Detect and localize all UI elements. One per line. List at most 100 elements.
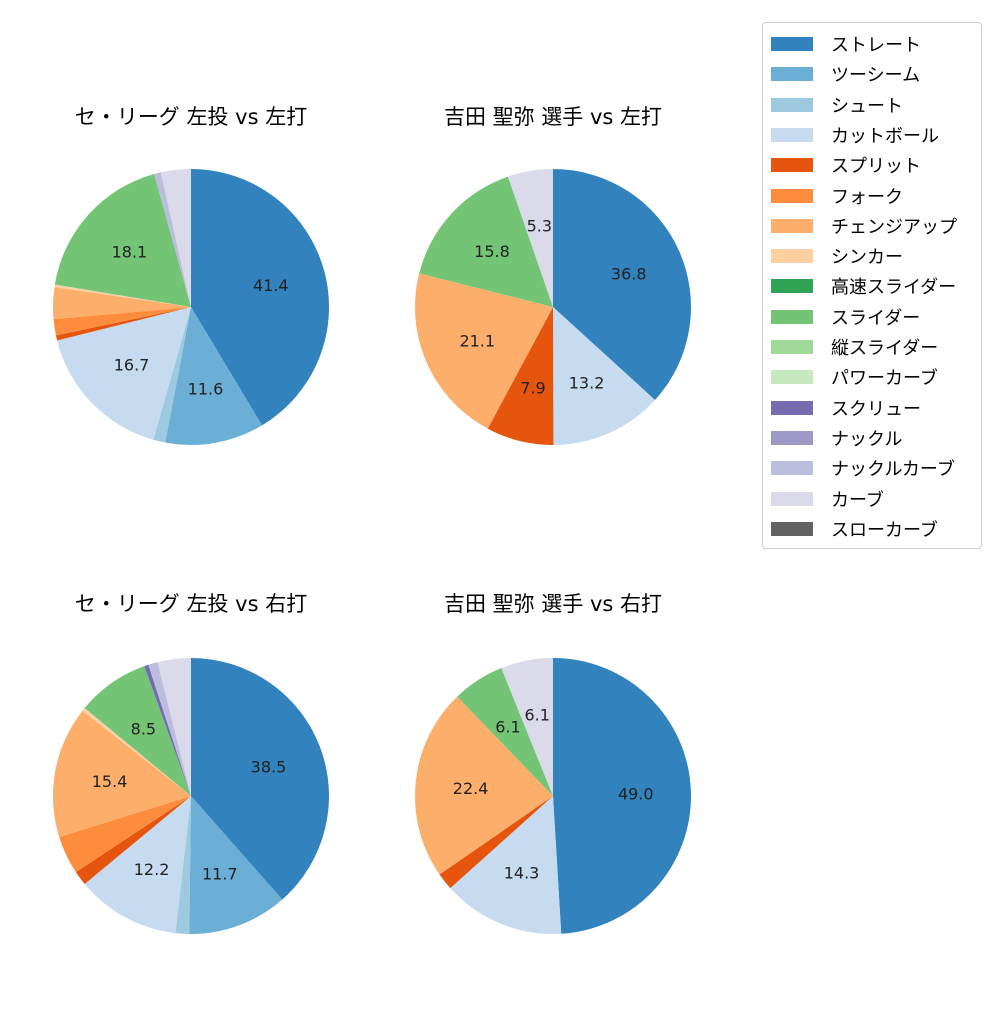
chart-title: 吉田 聖弥 選手 vs 左打 — [443, 105, 663, 129]
legend-item: チェンジアップ — [771, 214, 957, 238]
slice-label: 22.4 — [453, 779, 489, 798]
pie-slice — [153, 307, 191, 443]
legend-item: シンカー — [771, 244, 903, 268]
slice-label: 49.0 — [618, 785, 654, 804]
legend-label: チェンジアップ — [831, 216, 957, 238]
legend-swatch — [771, 521, 813, 536]
pie-slice — [84, 796, 191, 934]
slice-label: 21.1 — [459, 331, 495, 350]
legend-label: パワーカーブ — [831, 368, 938, 390]
legend: ストレートツーシームシュートカットボール スプリットフォークチェンジアップ シンカー… — [762, 22, 982, 549]
pie-slice — [165, 307, 262, 445]
pie-chart-league-lhp-vs-lhb: セ・リーグ 左投 vs 左打 41.4 11.6 16.7 18.1 — [11, 102, 371, 522]
legend-swatch — [771, 309, 813, 324]
chart-title: 吉田 聖弥 選手 vs 右打 — [443, 592, 663, 616]
legend-label: シンカー — [831, 247, 903, 269]
legend-item: ナックル — [771, 426, 902, 450]
pie-slice — [53, 710, 191, 837]
legend-item: シュート — [771, 93, 903, 117]
chart-title: セ・リーグ 左投 vs 左打 — [74, 105, 308, 129]
pie-slice — [553, 658, 692, 934]
pie-slice — [154, 172, 191, 307]
legend-item: 縦スライダー — [771, 335, 938, 359]
slice-label: 36.8 — [611, 265, 647, 284]
slice-label: 15.4 — [92, 772, 128, 791]
legend-swatch — [771, 37, 813, 51]
legend-label: スプリット — [831, 156, 921, 178]
legend-item: スローカーブ — [771, 517, 938, 541]
legend-swatch — [771, 400, 813, 415]
slice-label: 6.1 — [495, 718, 520, 737]
legend-item: カットボール — [771, 123, 939, 147]
legend-swatch — [771, 279, 813, 294]
slice-label: 16.7 — [114, 356, 150, 375]
legend-label: シュート — [831, 95, 903, 117]
legend-label: ナックルカーブ — [831, 459, 955, 481]
legend-item: フォーク — [771, 184, 903, 208]
pie-slice — [53, 287, 192, 320]
legend-label: 縦スライダー — [831, 338, 939, 359]
legend-item: パワーカーブ — [771, 365, 938, 389]
pie-slice — [507, 169, 553, 307]
legend-item: スライダー — [771, 305, 920, 329]
legend-label: ナックル — [831, 428, 903, 450]
slice-label: 38.5 — [251, 758, 287, 777]
pie-slice — [57, 307, 191, 440]
legend-item: カーブ — [771, 487, 884, 511]
pie-slice — [189, 796, 283, 934]
legend-swatch — [771, 158, 813, 173]
legend-label: ツーシーム — [831, 65, 921, 87]
legend-swatch — [771, 67, 813, 82]
pie-slice — [457, 668, 553, 796]
slice-label: 11.6 — [188, 380, 224, 399]
slice-label: 15.8 — [474, 242, 510, 261]
pie-chart-league-lhp-vs-rhb: セ・リーグ 左投 vs 右打 38.5 11.7 12.2 15.4 8.5 — [11, 589, 371, 1009]
pie-slice — [160, 169, 191, 307]
legend-swatch — [771, 340, 813, 354]
legend-swatch — [771, 218, 813, 233]
pie-slice — [191, 169, 330, 426]
pie-slice — [59, 796, 191, 873]
legend-swatch — [771, 97, 813, 112]
legend-swatch — [771, 461, 813, 476]
slice-label: 6.1 — [524, 706, 549, 725]
pie-slice — [414, 696, 553, 875]
pie-slice — [487, 307, 554, 445]
legend-label: スローカーブ — [831, 519, 938, 541]
legend-label: カーブ — [831, 489, 884, 511]
pie-slice — [144, 664, 191, 796]
legend-item: 高速スライダー — [771, 274, 956, 298]
pie-slice — [84, 666, 191, 796]
slice-label: 8.5 — [131, 719, 156, 738]
legend-swatch — [771, 249, 813, 264]
chart-title: セ・リーグ 左投 vs 右打 — [74, 592, 308, 616]
pie-slice — [82, 708, 191, 796]
pie-slice — [157, 658, 191, 796]
slice-label: 7.9 — [520, 378, 545, 397]
slice-label: 18.1 — [112, 243, 148, 262]
pie-slice — [450, 796, 562, 934]
pie-slice — [439, 796, 553, 889]
legend-swatch — [771, 188, 813, 203]
legend-label: 高速スライダー — [831, 277, 957, 299]
legend-label: スクリュー — [831, 398, 921, 420]
pie-slice — [501, 658, 553, 796]
pie-svg: 49.0 14.3 22.4 6.16.1 — [414, 658, 692, 934]
pie-slice — [75, 796, 191, 884]
pie-slice — [553, 307, 655, 445]
pie-svg: 38.5 11.7 12.2 15.4 8.5 — [53, 658, 329, 934]
legend-swatch — [771, 430, 813, 445]
legend-label: カットボール — [831, 125, 939, 147]
slice-label: 12.2 — [134, 860, 170, 879]
legend-item: ナックルカーブ — [771, 456, 955, 480]
legend-label: フォーク — [831, 186, 903, 208]
legend-label: ストレート — [831, 35, 921, 56]
pie-svg: 41.4 11.6 16.7 18.1 — [53, 169, 330, 445]
pie-slice — [191, 658, 329, 900]
pie-slice — [54, 284, 192, 307]
pie-slice — [553, 169, 691, 400]
slice-label: 5.3 — [527, 216, 552, 235]
slice-label: 11.7 — [202, 865, 238, 884]
pie-slice — [415, 273, 553, 429]
slice-label: 14.3 — [504, 864, 540, 883]
